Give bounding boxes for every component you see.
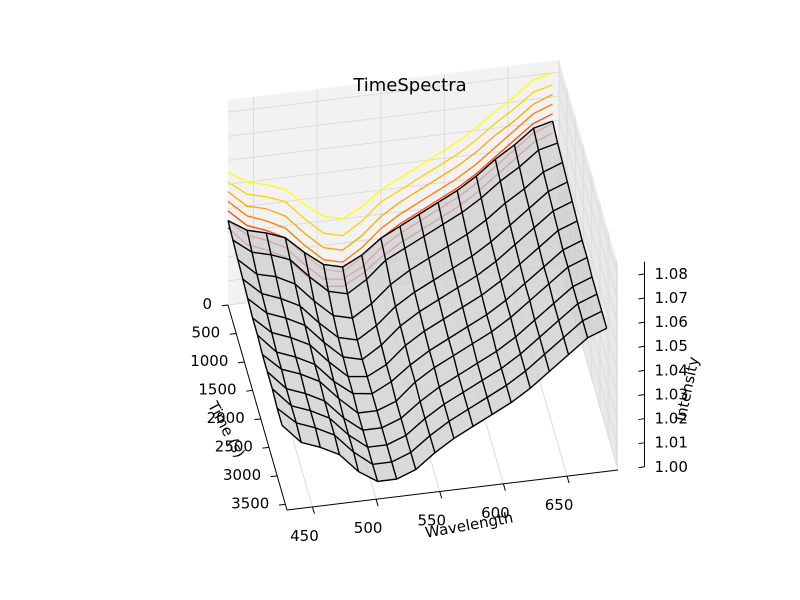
z-tick-label: 1.01 (654, 434, 687, 452)
wire-time-row (261, 256, 588, 414)
wire-time-row (242, 181, 568, 341)
wire-wavelength-col (551, 120, 608, 329)
y-tick-label: 0 (202, 295, 212, 313)
wire-wavelength-col (456, 190, 512, 403)
x-tick-label: 450 (290, 527, 319, 545)
projection-curve (227, 72, 553, 220)
y-tick-label: 3500 (231, 494, 269, 512)
wire-wavelength-col (475, 175, 531, 389)
wire-wavelength-col (532, 128, 589, 338)
y-tick-mark (254, 418, 261, 421)
wire-wavelength-col (341, 266, 398, 480)
z-tick-label: 1.03 (654, 385, 687, 403)
z-tick-mark (638, 418, 645, 421)
gridline-z (227, 119, 619, 326)
wire-time-row (247, 200, 573, 361)
wire-wavelength-col (322, 264, 379, 482)
wire-wavelength-col (246, 230, 302, 443)
wire-time-row (271, 293, 598, 448)
wire-wavelength-col (437, 202, 493, 415)
z-tick-mark (638, 273, 645, 276)
chart-title: TimeSpectra (352, 75, 466, 96)
wire-wavelength-col (227, 220, 283, 426)
z-tick-label: 1.05 (654, 337, 687, 355)
wire-wavelength-col (494, 159, 551, 372)
wire-time-row (252, 220, 578, 378)
wire-time-row (281, 327, 608, 483)
y-tick-label: 1000 (190, 352, 228, 370)
wire-time-row (237, 161, 563, 319)
surface-mesh (227, 120, 608, 483)
x-tick-label: 500 (354, 519, 383, 537)
wire-wavelength-col (284, 237, 341, 455)
z-tick-mark (638, 393, 645, 396)
y-tick-mark (237, 361, 245, 364)
projection-curve (227, 84, 553, 237)
z-tick-mark (638, 442, 645, 445)
y-tick-mark (278, 503, 286, 506)
wire-wavelength-col (361, 254, 417, 470)
gridline-z (227, 71, 619, 278)
z-tick-label: 1.02 (654, 410, 687, 428)
y-tick-mark (221, 304, 229, 307)
gridline-z (227, 95, 619, 302)
x-tick-label: 550 (417, 512, 446, 530)
y-tick-label: 2500 (215, 437, 253, 455)
y-tick-label: 500 (192, 323, 221, 341)
z-tick-label: 1.04 (654, 361, 687, 379)
wire-wavelength-col (418, 214, 474, 427)
wire-wavelength-col (513, 144, 570, 355)
y-tick-mark (262, 446, 270, 449)
wire-time-row (276, 310, 603, 466)
z-tick-mark (638, 345, 645, 348)
axis-ticks: 450 500 550 600 650 0 500 1000 1500 2000 2500 3000 3… (190, 265, 688, 545)
wire-wavelength-col (380, 238, 436, 453)
x-tick-mark (502, 483, 506, 491)
wire-wavelength-col (265, 232, 321, 448)
projection-curve (227, 103, 553, 263)
y-tick-label: 1500 (198, 380, 236, 398)
x-tick-mark (311, 506, 315, 514)
wire-time-row (232, 142, 558, 295)
z-tick-label: 1.07 (654, 289, 687, 307)
y-tick-label: 3000 (223, 466, 261, 484)
wire-time-row (227, 120, 553, 268)
x-tick-label: 650 (545, 496, 574, 514)
z-tick-mark (638, 297, 645, 300)
wire-wavelength-col (303, 252, 360, 472)
x-tick-mark (566, 476, 570, 484)
wire-time-row (266, 276, 593, 431)
z-tick-mark (638, 369, 645, 372)
z-tick-mark (638, 321, 645, 324)
x-tick-mark (375, 499, 379, 507)
x-tick-mark (439, 491, 443, 499)
y-tick-label: 2000 (207, 409, 245, 427)
projection-curve (227, 93, 553, 251)
wire-time-row (257, 239, 583, 395)
x-axis-line (286, 469, 619, 511)
wire-wavelength-col (399, 226, 455, 439)
z-tick-mark (638, 466, 645, 469)
y-tick-mark (270, 475, 278, 478)
y-tick-mark (246, 389, 253, 392)
y-tick-mark (229, 332, 237, 335)
x-tick-label: 600 (481, 504, 510, 522)
z-tick-label: 1.00 (654, 458, 687, 476)
z-tick-label: 1.06 (654, 313, 687, 331)
gridline-z (227, 143, 619, 350)
z-tick-label: 1.08 (654, 265, 687, 283)
